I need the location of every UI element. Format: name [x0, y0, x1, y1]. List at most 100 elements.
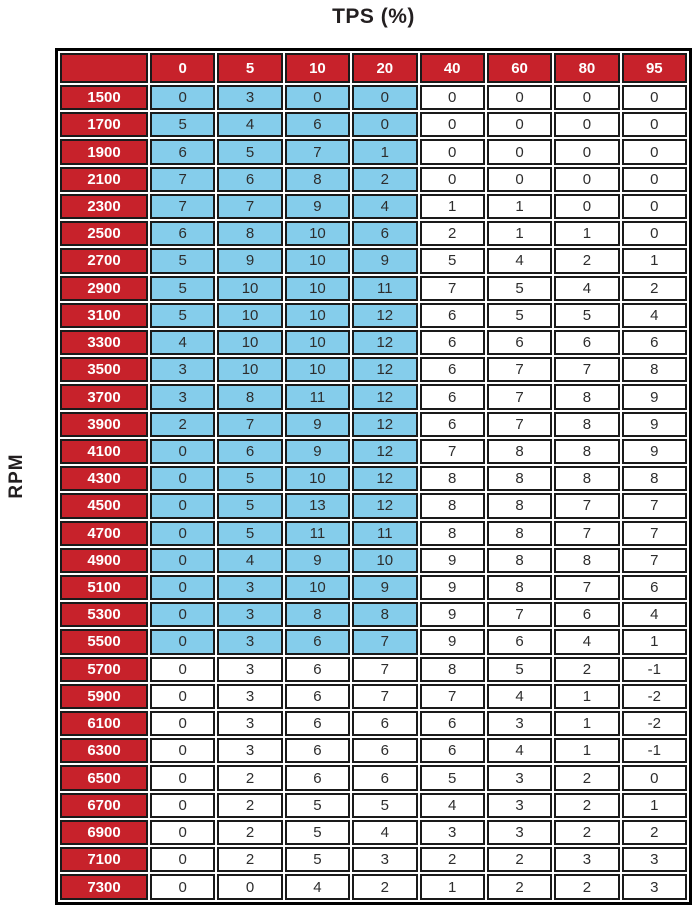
- cell: 7: [554, 574, 620, 601]
- cell: 0: [150, 683, 216, 710]
- table-row: 3500 3 10 10 12 6 7 7 8: [60, 357, 687, 383]
- cell: -2: [621, 683, 687, 710]
- cell: 3: [217, 738, 283, 764]
- cell: 10: [284, 221, 351, 247]
- cell: 5: [419, 765, 485, 791]
- cell: 12: [352, 357, 418, 383]
- cell: 5: [150, 275, 216, 301]
- cell: 10: [284, 275, 351, 301]
- cell: 6: [284, 112, 351, 138]
- cell: 6: [419, 357, 485, 383]
- row-header-rpm-2300: 2300: [60, 193, 148, 220]
- cell: 8: [284, 602, 351, 628]
- cell: 2: [352, 166, 418, 192]
- cell: 9: [419, 574, 485, 601]
- cell: -1: [621, 738, 687, 764]
- cell: 0: [419, 166, 485, 192]
- cell: 5: [284, 792, 351, 818]
- cell: 9: [352, 574, 418, 601]
- cell: 4: [284, 874, 351, 900]
- cell: 2: [217, 765, 283, 791]
- cell: 4: [554, 275, 620, 301]
- row-header-rpm-2900: 2900: [60, 275, 148, 301]
- cell: 5: [217, 139, 283, 165]
- cell: 5: [150, 302, 216, 328]
- table-body: 1500 0 3 0 0 0 0 0 0 1700 5 4 6 0 0 0 0 0 1900 6 5 7 1 0 0 0 0 2100…: [60, 85, 687, 900]
- cell: 7: [419, 438, 485, 465]
- table-row: 2300 7 7 9 4 1 1 0 0: [60, 193, 687, 220]
- row-header-rpm-6900: 6900: [60, 819, 148, 846]
- cell: 1: [486, 193, 553, 220]
- cell: 3: [217, 85, 283, 111]
- cell: 2: [621, 275, 687, 301]
- cell: 3: [486, 711, 553, 737]
- cell: 2: [217, 792, 283, 818]
- row-header-rpm-3300: 3300: [60, 329, 148, 356]
- cell: 5: [217, 520, 283, 546]
- cell: 6: [419, 302, 485, 328]
- cell: 7: [554, 357, 620, 383]
- cell: 7: [284, 139, 351, 165]
- header-row: 0 5 10 20 40 60 80 95: [60, 53, 687, 83]
- cell: 7: [486, 411, 553, 437]
- cell: 8: [554, 438, 620, 465]
- cell: 8: [486, 493, 553, 519]
- column-header-tps-60: 60: [486, 53, 553, 83]
- row-header-rpm-4500: 4500: [60, 493, 148, 519]
- cell: 0: [419, 139, 485, 165]
- cell: 6: [284, 629, 351, 655]
- cell: 2: [486, 847, 553, 873]
- cell: 0: [150, 438, 216, 465]
- table-row: 2900 5 10 10 11 7 5 4 2: [60, 275, 687, 301]
- cell: 0: [621, 139, 687, 165]
- cell: 7: [621, 520, 687, 546]
- cell: 12: [352, 438, 418, 465]
- cell: 9: [419, 602, 485, 628]
- cell: 5: [554, 302, 620, 328]
- cell: 10: [284, 329, 351, 356]
- cell: 1: [621, 792, 687, 818]
- cell: 1: [621, 248, 687, 274]
- cell: 7: [352, 629, 418, 655]
- table-row: 2100 7 6 8 2 0 0 0 0: [60, 166, 687, 192]
- cell: 2: [419, 221, 485, 247]
- cell: 0: [150, 493, 216, 519]
- cell: 3: [217, 574, 283, 601]
- table-row: 4700 0 5 11 11 8 8 7 7: [60, 520, 687, 546]
- cell: 7: [621, 547, 687, 573]
- row-header-rpm-2500: 2500: [60, 221, 148, 247]
- cell: 0: [150, 520, 216, 546]
- cell: 0: [150, 819, 216, 846]
- cell: 0: [150, 574, 216, 601]
- cell: 0: [486, 139, 553, 165]
- cell: 2: [486, 874, 553, 900]
- table-row: 5700 0 3 6 7 8 5 2 -1: [60, 656, 687, 682]
- row-header-rpm-6700: 6700: [60, 792, 148, 818]
- cell: 8: [554, 411, 620, 437]
- column-header-tps-10: 10: [284, 53, 351, 83]
- cell: 3: [217, 683, 283, 710]
- cell: 10: [284, 574, 351, 601]
- cell: 9: [284, 547, 351, 573]
- cell: 0: [150, 792, 216, 818]
- cell: 0: [554, 166, 620, 192]
- cell: 8: [217, 221, 283, 247]
- cell: 9: [284, 438, 351, 465]
- cell: -1: [621, 656, 687, 682]
- cell: 12: [352, 384, 418, 410]
- cell: 10: [217, 329, 283, 356]
- cell: 8: [621, 357, 687, 383]
- cell: 6: [352, 221, 418, 247]
- cell: 0: [150, 547, 216, 573]
- cell: 8: [419, 656, 485, 682]
- cell: 1: [554, 738, 620, 764]
- table-header: 0 5 10 20 40 60 80 95: [60, 53, 687, 83]
- cell: 2: [150, 411, 216, 437]
- cell: 10: [284, 302, 351, 328]
- cell: 0: [150, 656, 216, 682]
- cell: 0: [150, 874, 216, 900]
- column-header-tps-80: 80: [554, 53, 620, 83]
- cell: 1: [419, 874, 485, 900]
- cell: 2: [554, 874, 620, 900]
- cell: 0: [217, 874, 283, 900]
